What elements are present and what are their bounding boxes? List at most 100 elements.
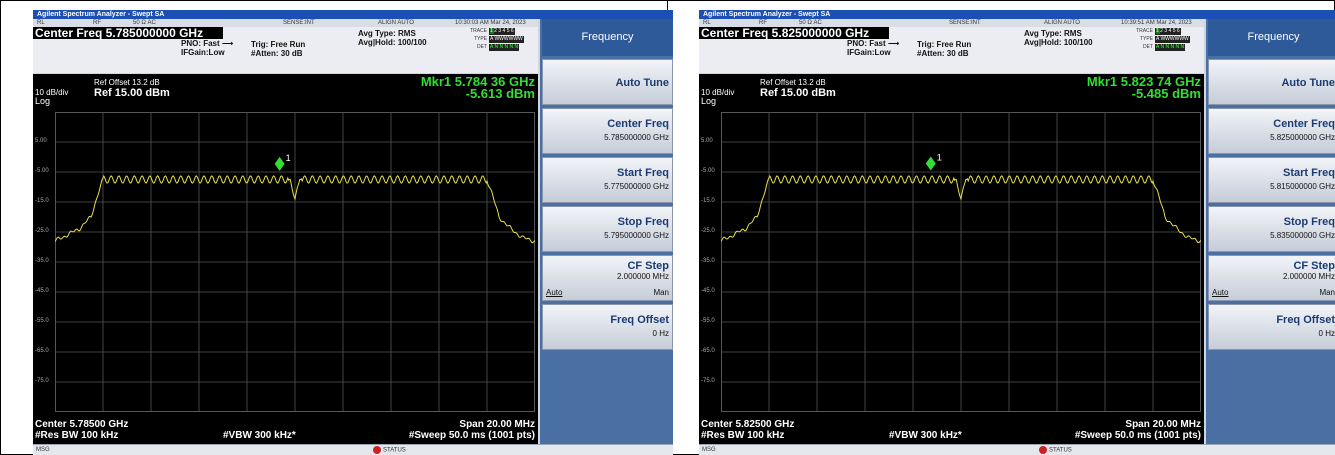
status-indicator[interactable]: STATUS — [373, 446, 406, 454]
ref-level: Ref 15.00 dBm — [94, 87, 170, 99]
trace-number-4: 4 — [1168, 28, 1173, 34]
marker-number-label: 1 — [286, 153, 291, 163]
stop-freq-button[interactable]: Stop Freq 5.835000000 GHz — [1208, 206, 1335, 252]
y-axis-tick-label: -45.0 — [35, 288, 49, 294]
stop-freq-button[interactable]: Stop Freq 5.795000000 GHz — [542, 206, 673, 252]
status-warning-icon — [1039, 446, 1047, 454]
spectrum-trace — [55, 174, 535, 244]
trace-number-3: 3 — [1164, 28, 1169, 34]
marker-level: -5.485 dBm — [1131, 86, 1201, 101]
center-freq-button[interactable]: Center Freq 5.785000000 GHz — [542, 108, 673, 154]
trace-detectors: A N N N N N — [489, 44, 520, 51]
cf-step-auto[interactable]: Auto — [546, 288, 563, 297]
cf-step-key-value: 2.000000 MHz — [1282, 272, 1335, 281]
msg-label: MSG — [702, 447, 716, 453]
y-axis-tick-label: -5.00 — [35, 168, 49, 174]
y-axis-tick-label: -65.0 — [35, 348, 49, 354]
auto-tune-label: Auto Tune — [1281, 77, 1335, 89]
auto-tune-label: Auto Tune — [615, 77, 669, 89]
cf-step-man[interactable]: Man — [653, 288, 669, 297]
span-label: Span 20.00 MHz — [1125, 419, 1201, 430]
marker-diamond[interactable] — [274, 156, 285, 171]
ref-level: Ref 15.00 dBm — [760, 87, 836, 99]
y-axis-tick-label: -15.0 — [701, 198, 715, 204]
cf-step-button[interactable]: CF Step 2.000000 MHz Auto Man — [542, 255, 673, 301]
rf-label: RF — [93, 20, 101, 26]
sense-label: SENSE:INT — [283, 20, 315, 26]
cf-step-auto[interactable]: Auto — [1212, 288, 1229, 297]
softkey-menu-title: Frequency — [1208, 19, 1335, 56]
freq-offset-button[interactable]: Freq Offset 0 Hz — [1208, 304, 1335, 350]
start-freq-button[interactable]: Start Freq 5.775000000 GHz — [542, 157, 673, 203]
y-axis-tick-label: -65.0 — [701, 348, 715, 354]
marker-diamond[interactable] — [925, 156, 936, 171]
ifgain-label: IFGain:Low — [847, 48, 891, 57]
center-freq-bottom: Center 5.78500 GHz — [35, 419, 129, 430]
db-per-div: 10 dB/div — [35, 88, 69, 97]
vbw-label: #VBW 300 kHz* — [223, 430, 296, 441]
auto-tune-button[interactable]: Auto Tune — [1208, 59, 1335, 105]
sweep-label: #Sweep 50.0 ms (1001 pts) — [408, 430, 535, 441]
det-label: DET — [1143, 44, 1153, 50]
freq-offset-button[interactable]: Freq Offset 0 Hz — [542, 304, 673, 350]
marker-frequency: Mkr1 5.823 74 GHz — [1086, 74, 1201, 89]
ifgain-label: IFGain:Low — [181, 48, 225, 57]
start-freq-key-label: Start Freq — [1283, 167, 1335, 179]
cf-step-man[interactable]: Man — [1319, 288, 1335, 297]
freq-offset-key-value: 0 Hz — [652, 329, 669, 338]
y-axis-tick-label: -25.0 — [35, 228, 49, 234]
y-axis-tick-label: -75.0 — [35, 378, 49, 384]
avg-hold-label: Avg|Hold: 100/100 — [358, 38, 427, 47]
rl-label[interactable]: RL — [37, 20, 45, 26]
align-label: ALIGN AUTO — [1044, 20, 1080, 26]
y-axis-tick-label: 5.00 — [35, 138, 47, 144]
y-axis-tick-label: -45.0 — [701, 288, 715, 294]
avg-type-label: Avg Type: RMS — [358, 29, 416, 38]
trace-types: A WWWWWW — [1155, 36, 1190, 43]
sweep-label: #Sweep 50.0 ms (1001 pts) — [1074, 430, 1201, 441]
stop-freq-key-label: Stop Freq — [1283, 216, 1335, 228]
spectrum-plot[interactable]: 1 — [721, 112, 1201, 412]
trace-numbers: 1 2 3 4 5 6 — [489, 28, 515, 35]
auto-tune-button[interactable]: Auto Tune — [542, 59, 673, 105]
marker-frequency: Mkr1 5.784 36 GHz — [420, 74, 535, 89]
trace-number-6: 6 — [510, 28, 514, 34]
center-freq-button[interactable]: Center Freq 5.825000000 GHz — [1208, 108, 1335, 154]
start-freq-button[interactable]: Start Freq 5.815000000 GHz — [1208, 157, 1335, 203]
trace-number-4: 4 — [502, 28, 507, 34]
y-axis-tick-label: -25.0 — [701, 228, 715, 234]
center-freq-key-value: 5.825000000 GHz — [1270, 133, 1335, 142]
analyzer-window-right: Agilent Spectrum Analyzer - Swept SA RL … — [699, 10, 1335, 455]
stop-freq-key-label: Stop Freq — [617, 216, 669, 228]
pno-label: PNO: Fast ⟶ — [181, 39, 234, 48]
rl-label[interactable]: RL — [703, 20, 711, 26]
sense-label: SENSE:INT — [949, 20, 981, 26]
cf-step-button[interactable]: CF Step 2.000000 MHz Auto Man — [1208, 255, 1335, 301]
status-text: STATUS — [1049, 447, 1072, 454]
avg-type-label: Avg Type: RMS — [1024, 29, 1082, 38]
trace-numbers: 1 2 3 4 5 6 — [1155, 28, 1181, 35]
status-indicator[interactable]: STATUS — [1039, 446, 1072, 454]
timestamp: 10:30:03 AM Mar 24, 2023 — [455, 20, 526, 26]
status-bar: MSG STATUS — [33, 444, 673, 455]
trace-number-6: 6 — [1176, 28, 1180, 34]
rf-label: RF — [759, 20, 767, 26]
freq-offset-key-value: 0 Hz — [1318, 329, 1335, 338]
softkey-panel: Frequency Auto Tune Center Freq 5.785000… — [540, 19, 673, 444]
atten-label: #Atten: 30 dB — [917, 49, 969, 58]
trace-detectors: A N N N N N — [1155, 44, 1186, 51]
cf-step-key-value: 2.000000 MHz — [616, 272, 669, 281]
y-axis-tick-label: -35.0 — [35, 258, 49, 264]
status-text: STATUS — [383, 447, 406, 454]
msg-label: MSG — [36, 447, 50, 453]
trace-label: TRACE — [470, 28, 487, 34]
impedance-label: 50 Ω AC — [799, 20, 822, 26]
type-label: TYPE — [1139, 36, 1153, 42]
softkey-menu-title: Frequency — [542, 19, 673, 56]
softkey-panel: Frequency Auto Tune Center Freq 5.825000… — [1206, 19, 1335, 444]
start-freq-key-value: 5.815000000 GHz — [1270, 182, 1335, 191]
spectrum-plot[interactable]: 1 — [55, 112, 535, 412]
vbw-label: #VBW 300 kHz* — [889, 430, 962, 441]
start-freq-key-label: Start Freq — [617, 167, 669, 179]
center-freq-key-value: 5.785000000 GHz — [604, 133, 669, 142]
